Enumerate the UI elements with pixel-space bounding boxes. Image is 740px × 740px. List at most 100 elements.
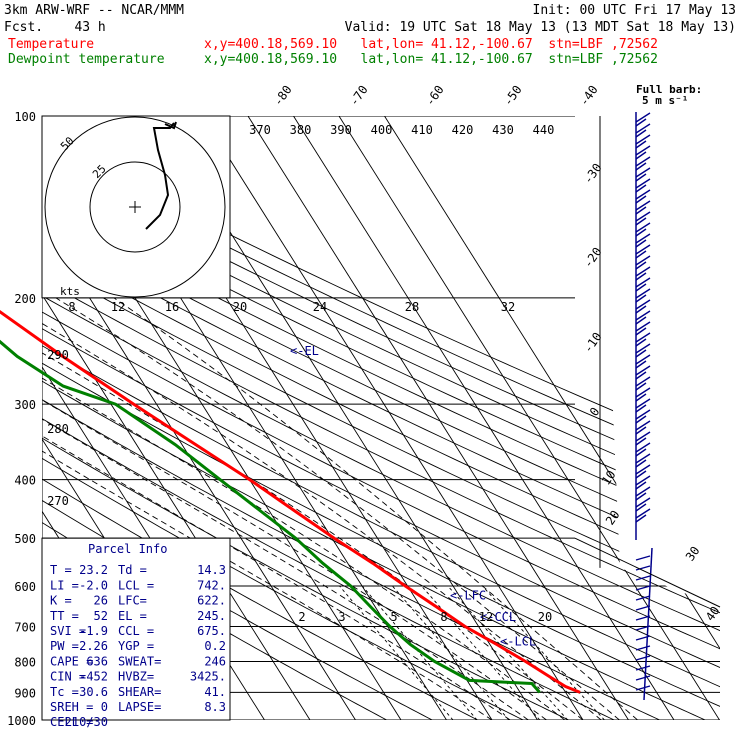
wind-barb: [635, 481, 647, 490]
isotherm-line: [384, 116, 720, 720]
wind-barb: [635, 228, 647, 237]
level-annotation: <-CCL: [480, 610, 516, 624]
parcel-value: -452: [79, 670, 108, 684]
mixing-ratio-label: 3: [338, 610, 345, 624]
mixing-ratio-line: [447, 585, 569, 720]
isotherm-tick-label: -80: [271, 83, 295, 109]
speed-scale-label: 20: [233, 300, 247, 314]
isotherm-line: [42, 116, 46, 720]
pressure-tick-label: 500: [14, 532, 36, 546]
pressure-tick-label: 700: [14, 620, 36, 634]
mixing-ratio-label: 12: [479, 610, 493, 624]
wind-barb: [635, 233, 651, 244]
theta-e-label: 430: [492, 123, 514, 137]
dry-adiabat-line: [42, 116, 720, 720]
wind-barb: [635, 338, 647, 347]
dewpoint-location: x,y=400.18,569.10 lat,lon= 41.12,-100.67…: [204, 52, 658, 67]
parcel-label: CCL =: [118, 624, 154, 638]
hodograph-trace: [164, 121, 177, 130]
wind-barb: [635, 178, 651, 189]
dry-adiabat-line: [42, 116, 720, 720]
wind-barb: [635, 685, 651, 691]
wind-barb: [635, 360, 647, 369]
wind-barb: [635, 376, 651, 387]
mixing-ratio-line: [392, 585, 510, 720]
speed-scale-label: 16: [165, 300, 179, 314]
wind-barb: [635, 605, 651, 611]
isotherm-tick-label: 10: [599, 468, 619, 488]
wind-barb: [635, 625, 651, 631]
pressure-tick-label: 1000: [7, 714, 36, 728]
wind-barb: [635, 409, 651, 420]
wind-barb: [635, 277, 651, 288]
dry-adiabat-line: [42, 116, 720, 720]
wind-barb: [635, 675, 651, 681]
wind-barb: [635, 255, 651, 266]
parcel-label: LI =: [50, 578, 79, 592]
parcel-label: EL =: [118, 609, 147, 623]
wind-barb: [635, 382, 647, 391]
wind-barb: [635, 575, 651, 581]
wind-barb: [635, 426, 647, 435]
speed-unit-label: kts: [60, 285, 80, 298]
wind-barb: [635, 140, 647, 149]
theta-e-label: 410: [411, 123, 433, 137]
wind-barb: [635, 327, 647, 336]
parcel-label: CELL =: [50, 715, 93, 729]
parcel-label: TT =: [50, 609, 79, 623]
parcel-label: LFC=: [118, 594, 147, 608]
speed-scale-label: 32: [501, 300, 515, 314]
mixing-ratio-label: 8: [440, 610, 447, 624]
mixing-ratio-label: 20: [538, 610, 552, 624]
hodograph-ring: [89, 161, 181, 253]
wind-barb: [635, 431, 651, 442]
wind-barb: [635, 555, 651, 561]
dry-adiabat-line: [42, 116, 720, 720]
moist-adiabat-line: [42, 297, 529, 720]
parcel-label: T =: [50, 563, 72, 577]
pressure-tick-label: 400: [14, 474, 36, 488]
moist-adiabat-line: [55, 297, 620, 720]
wind-barb: [635, 349, 647, 358]
wind-barb: [635, 189, 651, 200]
wind-barb: [635, 420, 651, 431]
parcel-value: 3425.: [190, 670, 226, 684]
dry-adiabat-line: [42, 116, 720, 720]
mixing-ratio-line: [339, 585, 454, 720]
wind-barb: [635, 244, 651, 255]
wind-barb: [635, 585, 651, 591]
isotherm-line: [202, 116, 592, 720]
dry-adiabat-line: [42, 116, 720, 720]
wind-barb: [635, 371, 647, 380]
theta-e-label: 400: [371, 123, 393, 137]
parcel-label: LCL =: [118, 578, 154, 592]
wind-barb: [635, 316, 647, 325]
wind-barb: [635, 222, 651, 233]
wind-barb: [635, 294, 647, 303]
parcel-label: CAPE =: [50, 654, 93, 668]
barb-legend-unit: 5 m s⁻¹: [642, 94, 688, 107]
dry-adiabat-line: [42, 116, 642, 720]
parcel-label: SREH =: [50, 700, 93, 714]
parcel-value: 8.3: [204, 700, 226, 714]
isotherm-line: [42, 116, 364, 720]
parcel-value: 41.: [204, 685, 226, 699]
parcel-label: YGP =: [118, 639, 154, 653]
parcel-value: 636: [86, 654, 108, 668]
parcel-label: SHEAR=: [118, 685, 161, 699]
wind-barb: [635, 497, 651, 508]
wind-barb: [635, 211, 651, 222]
wind-barb: [635, 239, 647, 248]
parcel-value: 210/30: [65, 715, 108, 729]
level-annotation: <-LCL: [500, 635, 536, 649]
wind-barb: [635, 398, 651, 409]
wind-barbs: [635, 112, 653, 701]
wind-barb: [635, 565, 651, 571]
parcel-label: SWEAT=: [118, 654, 161, 668]
wind-barb: [635, 299, 651, 310]
temperature-profile: [0, 309, 581, 694]
parcel-value: -1.9: [79, 624, 108, 638]
wind-barb: [635, 665, 651, 671]
wind-barb: [635, 470, 647, 479]
